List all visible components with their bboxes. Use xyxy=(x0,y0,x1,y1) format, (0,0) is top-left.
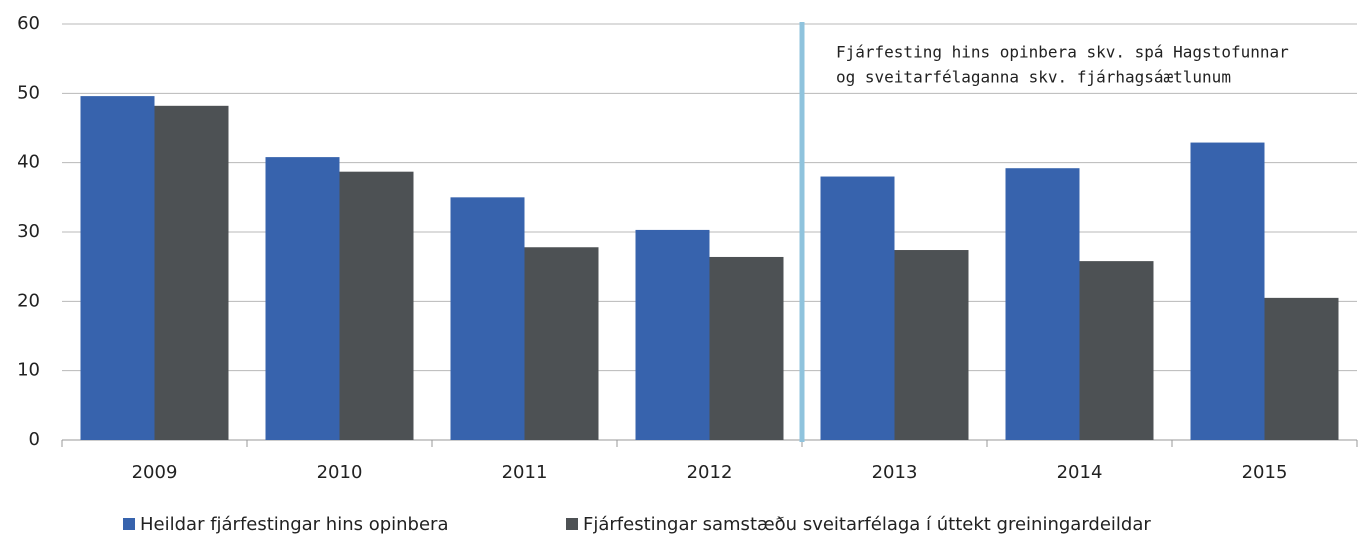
y-tick-label: 10 xyxy=(17,360,40,381)
bar xyxy=(1079,261,1154,440)
legend-label: Heildar fjárfestingar hins opinbera xyxy=(140,514,449,535)
legend-label: Fjárfestingar samstæðu sveitarfélaga í ú… xyxy=(583,514,1151,535)
y-tick-label: 60 xyxy=(17,13,40,34)
legend-swatch xyxy=(566,518,578,530)
bar xyxy=(635,229,710,440)
annotation: Fjárfesting hins opinbera skv. spá Hagst… xyxy=(836,43,1289,62)
x-tick-label: 2010 xyxy=(317,462,363,483)
x-tick-label: 2012 xyxy=(687,462,733,483)
bar xyxy=(709,256,784,440)
x-tick-label: 2013 xyxy=(872,462,918,483)
bar xyxy=(894,250,969,440)
bar xyxy=(450,197,525,440)
bar xyxy=(154,105,229,441)
y-tick-label: 50 xyxy=(17,82,40,103)
bar xyxy=(1264,297,1339,440)
bar xyxy=(524,247,599,440)
bar xyxy=(1005,168,1080,441)
bar xyxy=(80,96,155,441)
y-tick-label: 0 xyxy=(29,429,40,450)
x-tick-label: 2015 xyxy=(1242,462,1288,483)
bar xyxy=(265,157,340,440)
y-tick-label: 30 xyxy=(17,221,40,242)
x-tick-label: 2009 xyxy=(132,462,178,483)
bar xyxy=(339,171,414,440)
x-tick-label: 2014 xyxy=(1057,462,1103,483)
bar xyxy=(820,176,895,441)
bar xyxy=(1190,142,1265,440)
legend-swatch xyxy=(123,518,135,530)
annotation: og sveitarfélaganna skv. fjárhagsáætlunu… xyxy=(836,68,1231,87)
y-tick-label: 20 xyxy=(17,290,40,311)
y-tick-label: 40 xyxy=(17,152,40,173)
x-tick-label: 2011 xyxy=(502,462,548,483)
